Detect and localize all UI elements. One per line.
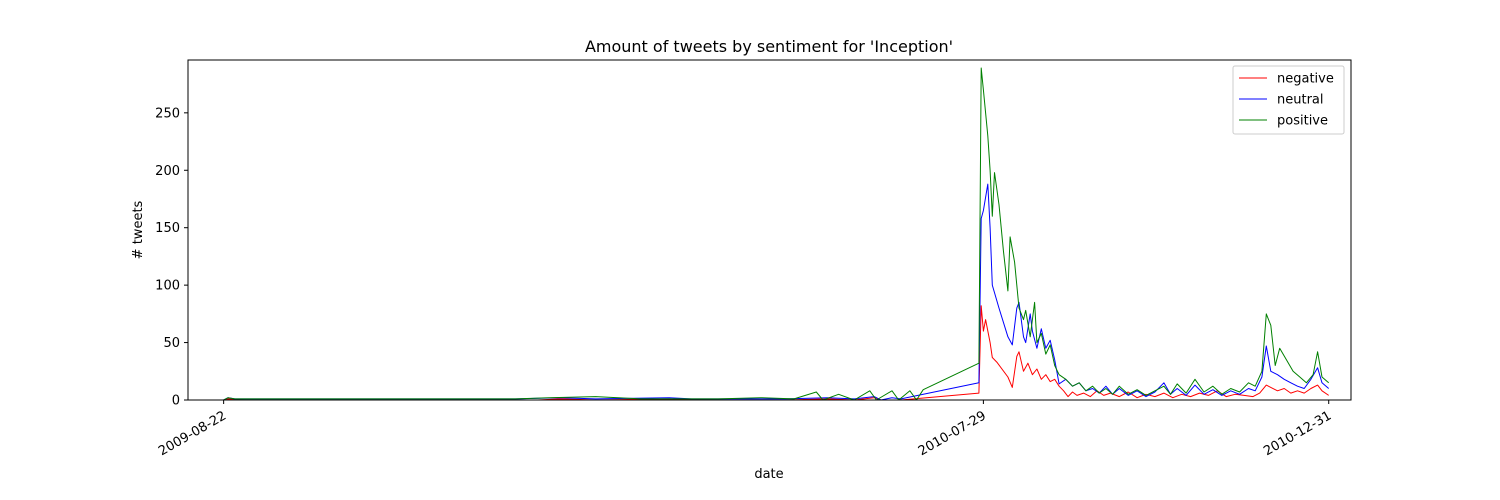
series-line-negative [223,305,1329,401]
legend-label-positive: positive [1277,114,1328,129]
y-tick-label: 50 [163,336,180,351]
chart-title: Amount of tweets by sentiment for 'Incep… [585,37,953,56]
legend-box [1232,65,1345,135]
y-tick-label: 250 [155,106,180,121]
x-tick-label: 2009-08-22 [156,408,229,459]
y-tick-label: 150 [155,221,180,236]
y-tick-label: 0 [172,394,180,409]
y-axis-label: # tweets [131,200,146,259]
plot-frame [187,59,1352,401]
series-line-positive [223,67,1330,401]
y-axis: 0 50 100 150 200 250 [155,106,188,409]
x-tick-label: 2010-07-29 [916,408,989,459]
legend: negative neutral positive [1232,65,1345,135]
y-tick-label: 200 [155,164,180,179]
legend-label-neutral: neutral [1277,93,1324,108]
x-axis-label: date [754,467,783,482]
y-tick-label: 100 [155,279,180,294]
x-axis: 2009-08-22 2010-07-29 2010-12-31 [156,400,1334,459]
legend-label-negative: negative [1277,72,1334,87]
series-line-neutral [223,183,1330,401]
x-tick-label: 2010-12-31 [1261,408,1334,459]
series-layer [223,67,1330,401]
